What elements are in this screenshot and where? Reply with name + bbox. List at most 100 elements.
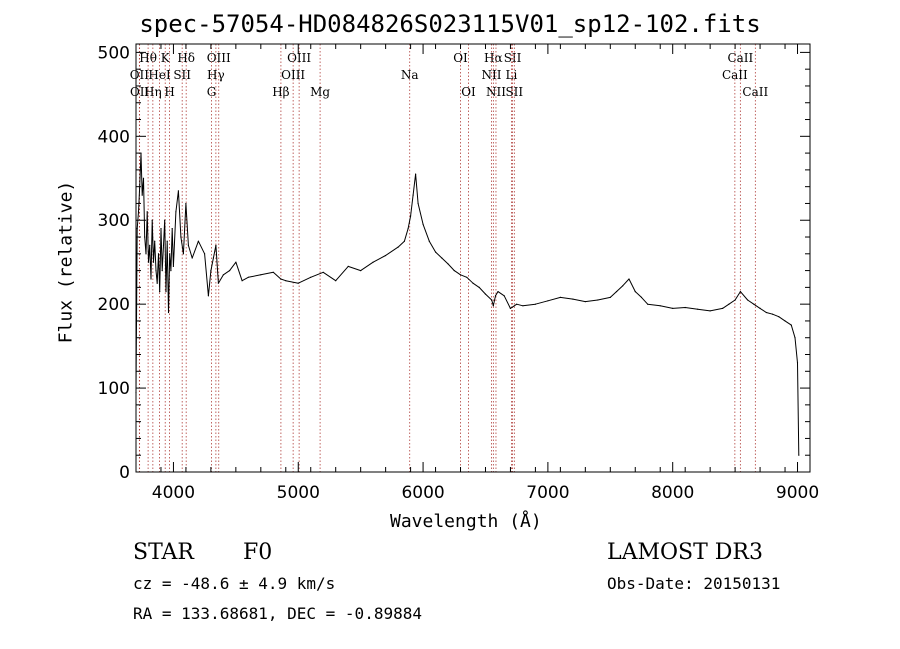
- data-point: [164, 219, 166, 221]
- x-tick-label: 7000: [526, 483, 569, 503]
- data-point: [207, 295, 209, 297]
- data-point: [157, 253, 160, 255]
- data-point: [360, 270, 362, 272]
- plot-frame-group: [135, 43, 811, 473]
- x-tick-label: 6000: [401, 483, 444, 503]
- line-label-21: NII: [481, 68, 501, 82]
- coordinates: RA = 133.68681, DEC = -0.89884: [133, 604, 422, 623]
- spectrum-trace-0: [135, 152, 800, 456]
- line-label-14: Hβ: [272, 85, 289, 99]
- data-point: [684, 306, 686, 309]
- data-point: [335, 280, 337, 282]
- data-point: [415, 173, 417, 175]
- data-point: [459, 274, 462, 276]
- line-label-25: CaII: [727, 51, 753, 65]
- data-point: [187, 244, 189, 246]
- line-label-11: G: [207, 85, 217, 99]
- line-label-19: Hα: [484, 51, 503, 65]
- data-point: [385, 254, 387, 257]
- line-label-23: NII: [486, 85, 506, 99]
- data-point: [516, 303, 518, 305]
- data-point: [466, 276, 468, 278]
- data-point: [709, 310, 711, 312]
- data-point: [647, 303, 649, 305]
- data-point: [659, 305, 661, 307]
- line-label-26: CaII: [722, 68, 748, 82]
- data-point: [215, 244, 217, 246]
- data-point: [171, 228, 173, 230]
- data-point: [597, 299, 599, 301]
- data-point: [417, 202, 419, 205]
- line-label-6: Hδ: [177, 51, 195, 65]
- data-point: [453, 270, 455, 272]
- data-point: [322, 271, 324, 273]
- line-label-13: OIII: [281, 68, 305, 82]
- data-point: [422, 223, 424, 225]
- data-point: [310, 276, 312, 278]
- data-point: [145, 253, 147, 255]
- x-tick-label: 5000: [277, 483, 320, 503]
- data-point: [640, 296, 643, 298]
- y-tick-label: 0: [119, 463, 130, 483]
- data-point: [347, 265, 349, 267]
- data-point: [794, 337, 796, 339]
- line-label-18: OI: [461, 85, 476, 99]
- data-point: [492, 305, 494, 307]
- data-point: [584, 301, 586, 303]
- line-label-20: SII: [504, 51, 522, 65]
- data-point: [407, 228, 409, 230]
- data-point: [722, 307, 724, 309]
- data-point: [798, 454, 800, 456]
- y-tick-label: 500: [98, 43, 130, 63]
- data-point: [185, 202, 187, 205]
- data-point: [150, 278, 152, 280]
- x-tick-label: 4000: [152, 483, 195, 503]
- line-label-1: OII: [130, 68, 150, 82]
- data-point: [509, 307, 511, 309]
- data-point: [272, 271, 274, 273]
- data-point: [147, 261, 150, 263]
- data-point: [534, 303, 537, 305]
- line-label-8: H: [164, 85, 174, 99]
- data-point: [412, 194, 414, 196]
- data-point: [167, 311, 170, 314]
- line-label-16: Na: [401, 68, 419, 82]
- x-axis-label: Wavelength (Å): [390, 511, 542, 532]
- data-point: [478, 286, 480, 288]
- data-point: [156, 282, 158, 284]
- axis-ticks-group: 4000 5000 6000 7000 8000 9000 0 100 200 300 400 500: [98, 43, 820, 503]
- data-point: [165, 291, 167, 293]
- data-point: [497, 291, 499, 293]
- data-point: [229, 270, 231, 272]
- data-point: [634, 291, 636, 293]
- y-tick-label: 100: [98, 379, 130, 399]
- line-label-22: Li: [506, 68, 518, 82]
- line-label-24: SII: [505, 85, 523, 99]
- line-label-27: CaII: [742, 85, 768, 99]
- data-point: [784, 320, 786, 322]
- data-point: [491, 299, 493, 301]
- data-point: [753, 303, 755, 305]
- observation-date: Obs-Date: 20150131: [607, 574, 781, 593]
- data-point: [297, 282, 299, 284]
- data-point: [522, 305, 524, 307]
- data-point: [212, 257, 214, 259]
- line-label-12: OIII: [287, 51, 311, 65]
- data-point: [151, 219, 153, 221]
- data-point: [285, 280, 287, 282]
- data-point: [503, 295, 505, 297]
- data-point: [154, 240, 156, 242]
- data-point: [765, 311, 767, 314]
- object-subclass: F0: [243, 540, 273, 565]
- line-label-4: HeI: [148, 68, 171, 82]
- data-point: [217, 282, 219, 284]
- y-axis-label: Flux (relative): [55, 180, 77, 344]
- x-tick-label: 9000: [776, 483, 819, 503]
- data-point: [790, 324, 792, 326]
- data-point: [235, 261, 237, 263]
- data-point: [403, 240, 405, 242]
- redshift-info: cz = -48.6 ± 4.9 km/s: [133, 574, 336, 593]
- data-point: [175, 211, 177, 213]
- data-point: [609, 296, 611, 298]
